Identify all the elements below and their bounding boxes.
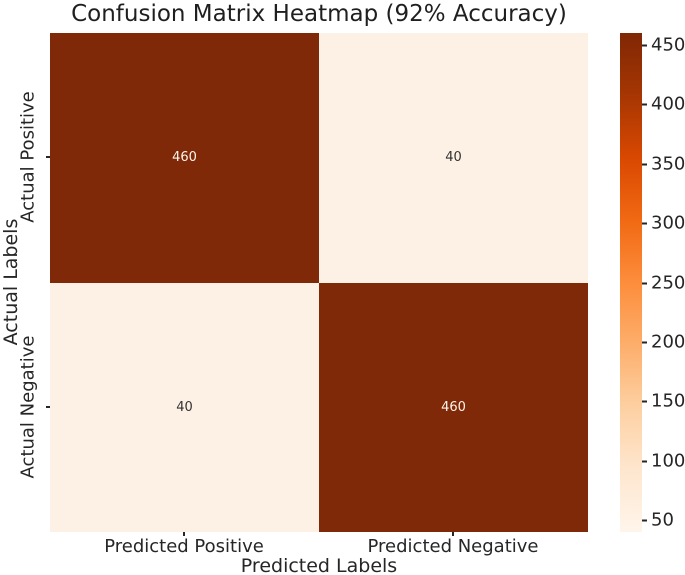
x-axis-label: Predicted Labels (240, 555, 398, 575)
chart-title: Confusion Matrix Heatmap (92% Accuracy) (71, 1, 567, 27)
cell-true-negative: 460 (319, 282, 588, 532)
colorbar-ticks: 450 400 350 300 250 200 150 100 50 (642, 33, 685, 532)
tick-dash (642, 341, 647, 343)
cell-value: 460 (441, 399, 466, 415)
cell-value: 40 (445, 150, 462, 166)
cell-value: 460 (172, 150, 197, 166)
tick-dash (642, 222, 647, 224)
colorbar-tick: 400 (642, 94, 685, 115)
cell-value: 40 (176, 399, 193, 415)
tick-dash (642, 460, 647, 462)
tick-dash (642, 103, 647, 105)
tick-dash (642, 519, 647, 521)
cell-false-negative: 40 (319, 33, 588, 283)
colorbar-gradient (620, 33, 642, 532)
colorbar-tick: 150 (642, 391, 685, 412)
colorbar-tick: 200 (642, 332, 685, 353)
tick-dash (642, 163, 647, 165)
ytick-actual-positive: Actual Positive (17, 91, 39, 223)
y-tick-mark (46, 156, 50, 158)
tick-dash (642, 44, 647, 46)
y-axis-label: Actual Labels (0, 218, 22, 346)
ytick-actual-negative: Actual Negative (17, 335, 39, 479)
cell-true-positive: 460 (50, 33, 319, 283)
y-tick-mark (46, 406, 50, 408)
colorbar-tick: 250 (642, 273, 685, 294)
colorbar-tick: 300 (642, 213, 685, 234)
heatmap-grid: 460 40 40 460 (50, 33, 588, 532)
tick-dash (642, 282, 647, 284)
xtick-predicted-negative: Predicted Negative (367, 536, 539, 557)
colorbar-tick: 450 (642, 35, 685, 56)
colorbar-tick: 350 (642, 154, 685, 175)
tick-dash (642, 400, 647, 402)
colorbar-tick: 50 (642, 510, 674, 531)
colorbar-tick: 100 (642, 451, 685, 472)
x-tick-mark (452, 532, 454, 536)
xtick-predicted-positive: Predicted Positive (104, 536, 264, 557)
cell-false-positive: 40 (50, 282, 319, 532)
x-tick-mark (183, 532, 185, 536)
